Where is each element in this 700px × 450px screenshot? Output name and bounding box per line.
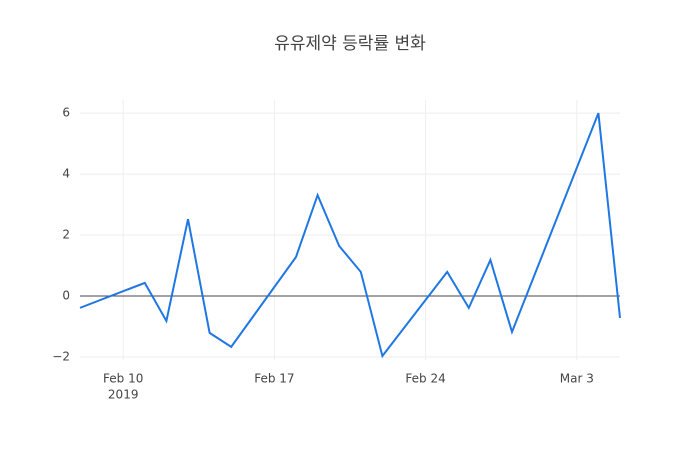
x-year-label: 2019 [108,388,139,402]
x-tick-label: Mar 3 [560,372,594,386]
line [79,112,621,359]
y-tick-label: 0 [62,288,70,302]
y-tick-label: −2 [52,349,70,363]
y-tick-label: 4 [62,167,70,181]
y-tick-label: 6 [62,106,70,120]
y-tick-label: 2 [62,228,70,242]
x-tick-label: Feb 24 [405,372,445,386]
x-tick-label: Feb 10 [103,372,143,386]
x-tick-label: Feb 17 [254,372,294,386]
chart-title: 유유제약 등락률 변화 [274,34,426,54]
